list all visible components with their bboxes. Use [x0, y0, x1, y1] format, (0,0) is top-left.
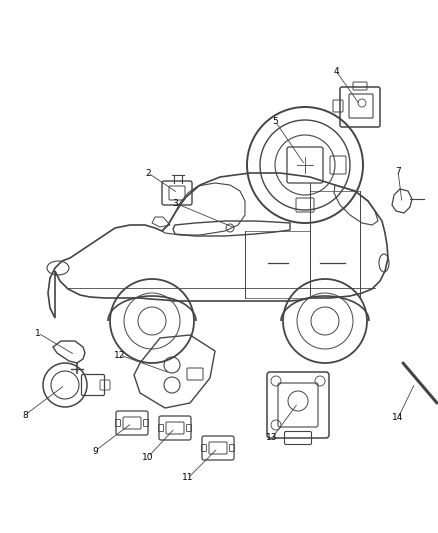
Text: 3: 3: [172, 198, 178, 207]
Text: 5: 5: [272, 117, 278, 125]
Text: 12: 12: [114, 351, 126, 359]
Text: 8: 8: [22, 410, 28, 419]
Text: 14: 14: [392, 414, 404, 423]
Text: 11: 11: [182, 473, 194, 482]
Text: 10: 10: [142, 453, 154, 462]
Text: 13: 13: [266, 433, 278, 442]
Text: 1: 1: [35, 328, 41, 337]
Text: 4: 4: [333, 67, 339, 76]
Text: 7: 7: [395, 166, 401, 175]
Text: 9: 9: [92, 447, 98, 456]
Text: 2: 2: [145, 168, 151, 177]
